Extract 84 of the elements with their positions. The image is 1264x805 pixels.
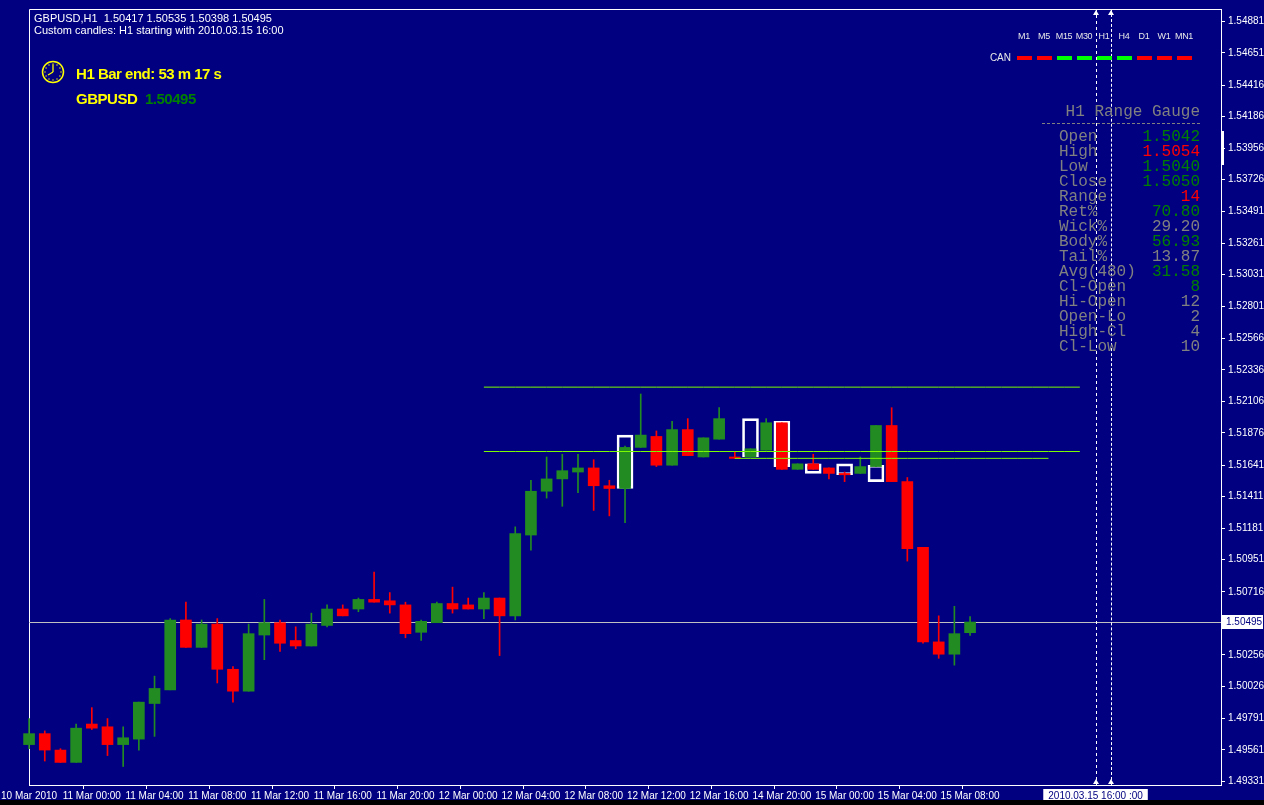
category-label: Hi-Open: [1059, 293, 1128, 311]
chart-title: GBPUSD,H1 1.50417 1.50535 1.50398 1.50495: [34, 12, 272, 24]
text: 14: [1180, 188, 1200, 206]
x-tick-label: 11 Mar 16:00: [313, 789, 373, 801]
x-tick-label: 14 Mar 20:00: [752, 789, 812, 801]
text: 12: [1180, 293, 1200, 311]
text: 29.20: [1151, 218, 1200, 236]
y-tick-label: 1.52801: [1228, 299, 1264, 311]
candlestick: [634, 393, 647, 448]
category-label: M5: [1038, 30, 1050, 43]
x-tick-label: 11 Mar 00:00: [62, 789, 122, 801]
annotation: H1 Bar end: 53 m 17 s: [76, 65, 222, 82]
text: CAN: [989, 52, 1012, 63]
y-tick-label: 1.50716: [1228, 585, 1264, 597]
y-tick-label: 1.49561: [1228, 743, 1264, 755]
y-tick-label: 1.54416: [1228, 78, 1264, 90]
text: 31.58: [1151, 263, 1200, 281]
x-tick-label: 11 Mar 20:00: [376, 789, 435, 801]
candlestick: [289, 626, 302, 650]
text: 1.5042: [1142, 128, 1200, 146]
candlestick: [258, 599, 271, 661]
y-tick-label: 1.54651: [1228, 46, 1264, 58]
y-tick-label: 1.52106: [1228, 395, 1264, 407]
category-label: MN1: [1174, 30, 1194, 43]
x-tick-label: 11 Mar 04:00: [125, 789, 185, 801]
y-tick-label: 1.50256: [1228, 648, 1264, 660]
x-tick-label: 15 Mar 00:00: [815, 789, 875, 801]
text: 1.5040: [1142, 158, 1200, 176]
y-tick-label: 1.53491: [1228, 205, 1264, 217]
category-label: Range: [1059, 188, 1108, 206]
y-tick-label: 1.54186: [1228, 110, 1264, 122]
candlestick: [383, 592, 396, 614]
x-tick-label: 11 Mar 08:00: [188, 789, 247, 801]
y-tick-label: 1.51641: [1228, 458, 1264, 470]
x-tick-label: 12 Mar 08:00: [564, 789, 624, 801]
y-tick-label: 1.50026: [1228, 680, 1264, 691]
category-label: High: [1059, 143, 1099, 161]
text: 8: [1190, 278, 1200, 296]
y-tick-label: 1.49331: [1228, 775, 1264, 787]
y-tick-label: 1.49791: [1228, 712, 1264, 724]
category-label: H1: [1098, 30, 1110, 43]
x-tick-label: 12 Mar 04:00: [501, 789, 561, 801]
category-label: H4: [1118, 30, 1130, 43]
y-tick-label: 1.53726: [1228, 173, 1264, 185]
y-tick-label: 1.51411: [1228, 490, 1264, 502]
y-tick-label: 1.50951: [1228, 553, 1264, 565]
x-tick-label: 12 Mar 00:00: [438, 789, 499, 801]
y-tick-label: 1.51876: [1228, 426, 1264, 438]
candlestick: [117, 726, 129, 767]
y-tick-label: 1.54881: [1228, 15, 1264, 27]
x-tick-label: 15 Mar 08:00: [940, 789, 1000, 801]
annotation: 1.50495: [145, 90, 196, 107]
x-tick-label: 15 Mar 04:00: [877, 789, 938, 801]
ref-line-label: 1.50495: [1226, 616, 1263, 628]
y-tick-label: 1.51181: [1228, 521, 1264, 533]
text: 4: [1190, 323, 1200, 341]
candlestick: [556, 453, 569, 507]
category-label: M30: [1075, 30, 1093, 43]
text: 13.87: [1151, 248, 1200, 266]
category-label: Close: [1059, 173, 1108, 191]
candlestick: [368, 571, 380, 603]
y-tick-label: 1.53261: [1228, 236, 1264, 248]
x-tick-label: 2010.03.15 16:00 :00: [1048, 789, 1144, 801]
y-tick-label: 1.53031: [1228, 268, 1264, 280]
text: H1 Range Gauge: [1064, 103, 1200, 121]
y-tick-label: 1.52566: [1228, 332, 1264, 344]
text: 1.5050: [1142, 173, 1200, 191]
text: 70.80: [1151, 203, 1200, 221]
x-tick-label: 10 Mar 2010: [1, 789, 58, 801]
text: Custom candles: H1 starting with 2010.03.15 16:00: [34, 24, 284, 36]
x-tick-label: 12 Mar 16:00: [689, 789, 750, 801]
category-label: W1: [1157, 30, 1171, 43]
text: 56.93: [1151, 233, 1200, 251]
text: 1.5054: [1142, 143, 1200, 161]
text: 10: [1180, 338, 1200, 356]
category-label: D1: [1138, 30, 1150, 43]
x-tick-label: 12 Mar 12:00: [626, 789, 687, 801]
y-tick-label: 1.53956: [1228, 141, 1264, 153]
category-label: M15: [1055, 30, 1073, 43]
text: 2: [1190, 308, 1200, 326]
annotation: GBPUSD: [76, 90, 138, 107]
y-tick-label: 1.52336: [1228, 363, 1264, 375]
category-label: M1: [1018, 30, 1030, 43]
x-tick-label: 11 Mar 12:00: [250, 789, 310, 801]
